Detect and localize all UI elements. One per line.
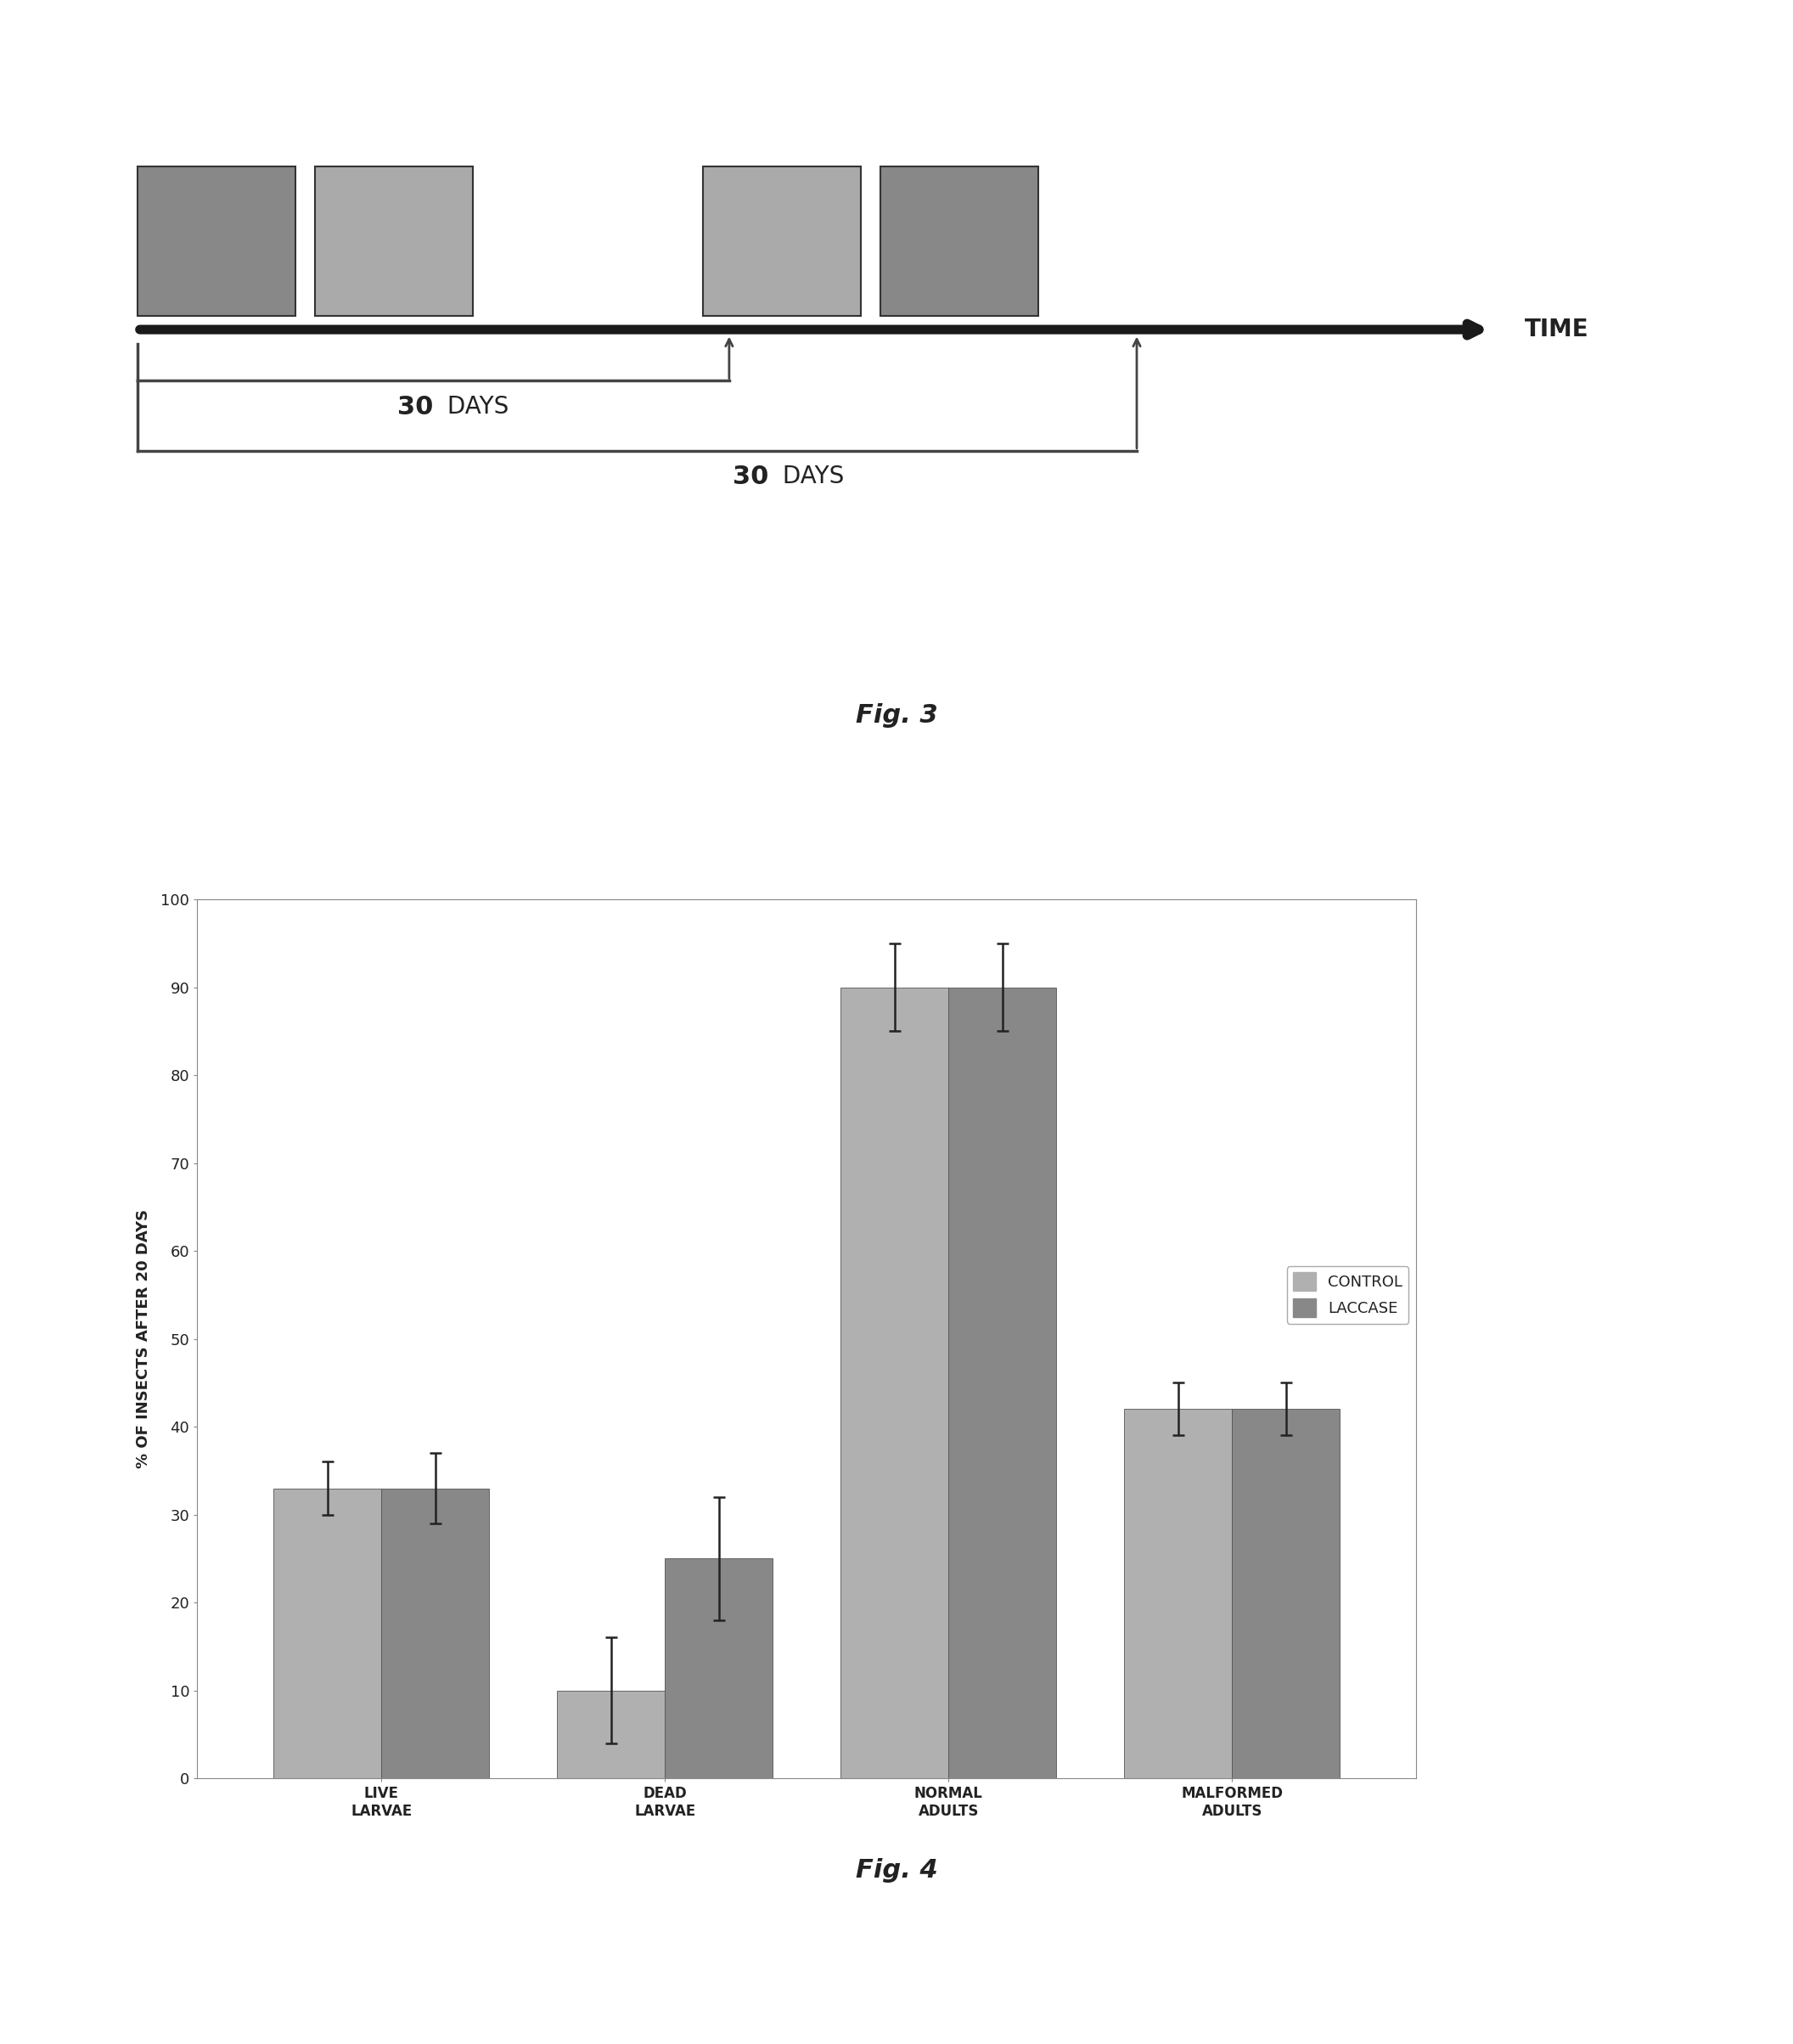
Y-axis label: % OF INSECTS AFTER 20 DAYS: % OF INSECTS AFTER 20 DAYS xyxy=(136,1210,151,1468)
Bar xyxy=(703,166,861,315)
Text: TIME: TIME xyxy=(1524,317,1589,341)
Bar xyxy=(558,1690,665,1778)
Text: DAYS: DAYS xyxy=(439,394,509,419)
Bar xyxy=(1232,1408,1339,1778)
Text: Fig. 4: Fig. 4 xyxy=(855,1858,938,1883)
Bar xyxy=(274,1488,382,1778)
Bar xyxy=(665,1558,773,1778)
Bar xyxy=(948,987,1056,1778)
Text: 30: 30 xyxy=(733,464,769,489)
Bar xyxy=(382,1488,489,1778)
Legend: CONTROL, LACCASE: CONTROL, LACCASE xyxy=(1287,1265,1409,1325)
Text: DAYS: DAYS xyxy=(775,464,845,489)
Bar xyxy=(138,166,296,315)
Text: 30: 30 xyxy=(398,394,434,419)
Text: Fig. 3: Fig. 3 xyxy=(855,703,938,728)
Bar xyxy=(841,987,948,1778)
Bar xyxy=(880,166,1038,315)
Bar xyxy=(316,166,473,315)
Bar xyxy=(1124,1408,1232,1778)
